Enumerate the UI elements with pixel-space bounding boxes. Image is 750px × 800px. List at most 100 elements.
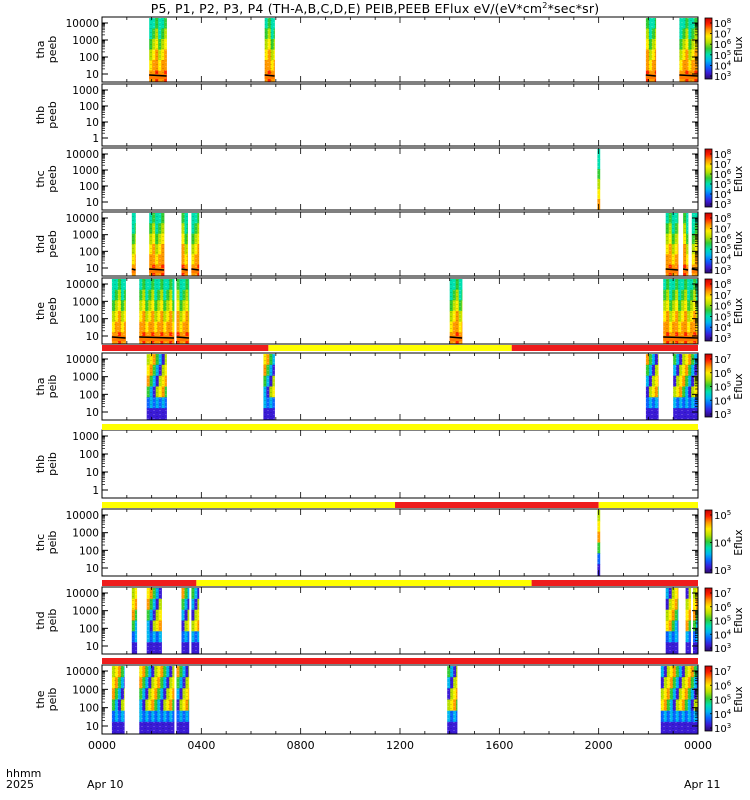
data-interval <box>685 588 691 654</box>
colorbar-gradient <box>704 665 713 732</box>
quality-flag-bar <box>102 502 698 508</box>
density-trace-line <box>181 268 188 271</box>
density-trace <box>149 74 167 79</box>
data-interval <box>645 354 659 420</box>
panel-ylabel: peib <box>46 609 59 633</box>
data-interval <box>131 213 136 276</box>
colorbar-label: Eflux <box>733 373 745 399</box>
panel-ylabel: tha <box>34 40 47 58</box>
colorbar-tick-label: 103 <box>714 264 731 277</box>
y-tick-label: 100 <box>79 101 99 113</box>
colorbar-tick-label: 108 <box>714 278 731 291</box>
y-tick-label: 10000 <box>66 510 99 522</box>
flag-segment-yellow <box>268 345 512 351</box>
y-tick-label: 100 <box>79 52 99 64</box>
colorbar-tick-label: 103 <box>714 332 731 345</box>
density-trace <box>663 336 698 341</box>
colorbar-tick-label: 106 <box>714 38 732 51</box>
flag-segment-red <box>531 580 698 586</box>
y-tick-label: 1000 <box>72 85 99 97</box>
data-interval <box>176 279 190 344</box>
panel-frame <box>101 508 699 577</box>
y-tick-label: 10 <box>86 263 99 275</box>
colorbar-label: Eflux <box>733 529 745 555</box>
colorbar-tick-label: 107 <box>714 158 731 171</box>
data-interval <box>176 666 190 734</box>
colorbar-tick-label: 104 <box>714 59 732 72</box>
quality-flag-bar <box>102 424 698 430</box>
density-trace <box>176 336 189 341</box>
density-trace-line <box>176 336 189 339</box>
colorbar-label: Eflux <box>733 686 745 712</box>
panel-thd-peib: 10 100 1000 10000 thd peib 103104105106107Eflu… <box>34 586 745 655</box>
y-tick-label: 10 <box>86 721 99 733</box>
y-tick-label: 1000 <box>72 230 99 242</box>
density-trace-line <box>645 74 656 77</box>
colorbar-tick-label: 105 <box>714 243 731 256</box>
data-interval <box>597 149 601 210</box>
panel-thb-peeb: 1 10 100 1000 thb peeb <box>34 83 699 147</box>
y-tick-label: 100 <box>79 181 99 193</box>
x-tick-label: 0000 <box>684 739 712 752</box>
colorbar-tick-label: 104 <box>714 254 732 267</box>
y-tick-label: 1000 <box>72 606 99 618</box>
colorbar-label: Eflux <box>733 36 745 62</box>
panel-thc-peeb: 10 100 1000 10000 thc peeb 103104105106107108E… <box>34 147 745 211</box>
data-interval <box>645 18 657 82</box>
data-interval <box>139 279 175 344</box>
axis-year-label: 2025 <box>6 778 34 791</box>
density-trace-line <box>111 336 126 339</box>
data-interval <box>264 18 275 82</box>
density-trace-line <box>264 74 275 77</box>
x-tick-label: 1600 <box>485 739 513 752</box>
density-trace-line <box>449 336 463 339</box>
colorbar-gradient <box>704 509 713 574</box>
panel-ylabel: peeb <box>46 165 59 193</box>
data-interval <box>447 666 458 734</box>
colorbar-tick-label: 103 <box>714 722 731 735</box>
colorbar-tick-label: 106 <box>714 168 732 181</box>
data-interval <box>665 588 679 654</box>
density-trace <box>679 74 698 79</box>
y-tick-label: 1000 <box>72 165 99 177</box>
panel-frame <box>101 83 699 147</box>
colorbar-tick-label: 104 <box>714 708 732 721</box>
quality-flag-bar <box>102 580 698 586</box>
colorbar-gradient <box>704 212 713 274</box>
density-trace <box>665 268 679 273</box>
colorbar-gradient <box>704 587 713 652</box>
colorbar-gradient <box>704 278 713 342</box>
density-trace <box>449 336 463 341</box>
panel-frame <box>101 16 699 83</box>
y-tick-label: 1 <box>92 133 99 145</box>
y-tick-label: 10000 <box>66 213 99 225</box>
colorbar-tick-label: 107 <box>714 28 731 41</box>
flag-segment-red <box>395 502 599 508</box>
x-tick-label: 0800 <box>287 739 315 752</box>
panel-frame <box>101 664 699 735</box>
y-tick-label: 10 <box>86 407 99 419</box>
colorbar-tick-label: 108 <box>714 212 731 225</box>
panel-frame <box>101 352 699 421</box>
y-tick-label: 10 <box>86 467 99 479</box>
flag-segment-yellow <box>102 502 396 508</box>
y-tick-label: 10000 <box>66 666 99 678</box>
density-trace <box>181 268 188 273</box>
data-interval <box>691 213 699 276</box>
data-interval <box>673 354 699 420</box>
y-tick-label: 100 <box>79 623 99 635</box>
colorbar-gradient <box>704 17 713 80</box>
panel-ylabel: thb <box>34 106 47 124</box>
y-tick-label: 10000 <box>66 588 99 600</box>
y-tick-label: 10 <box>86 563 99 575</box>
colorbar-label: Eflux <box>733 166 745 192</box>
colorbar-tick-label: 105 <box>714 509 731 522</box>
colorbar-tick-label: 106 <box>714 367 732 380</box>
